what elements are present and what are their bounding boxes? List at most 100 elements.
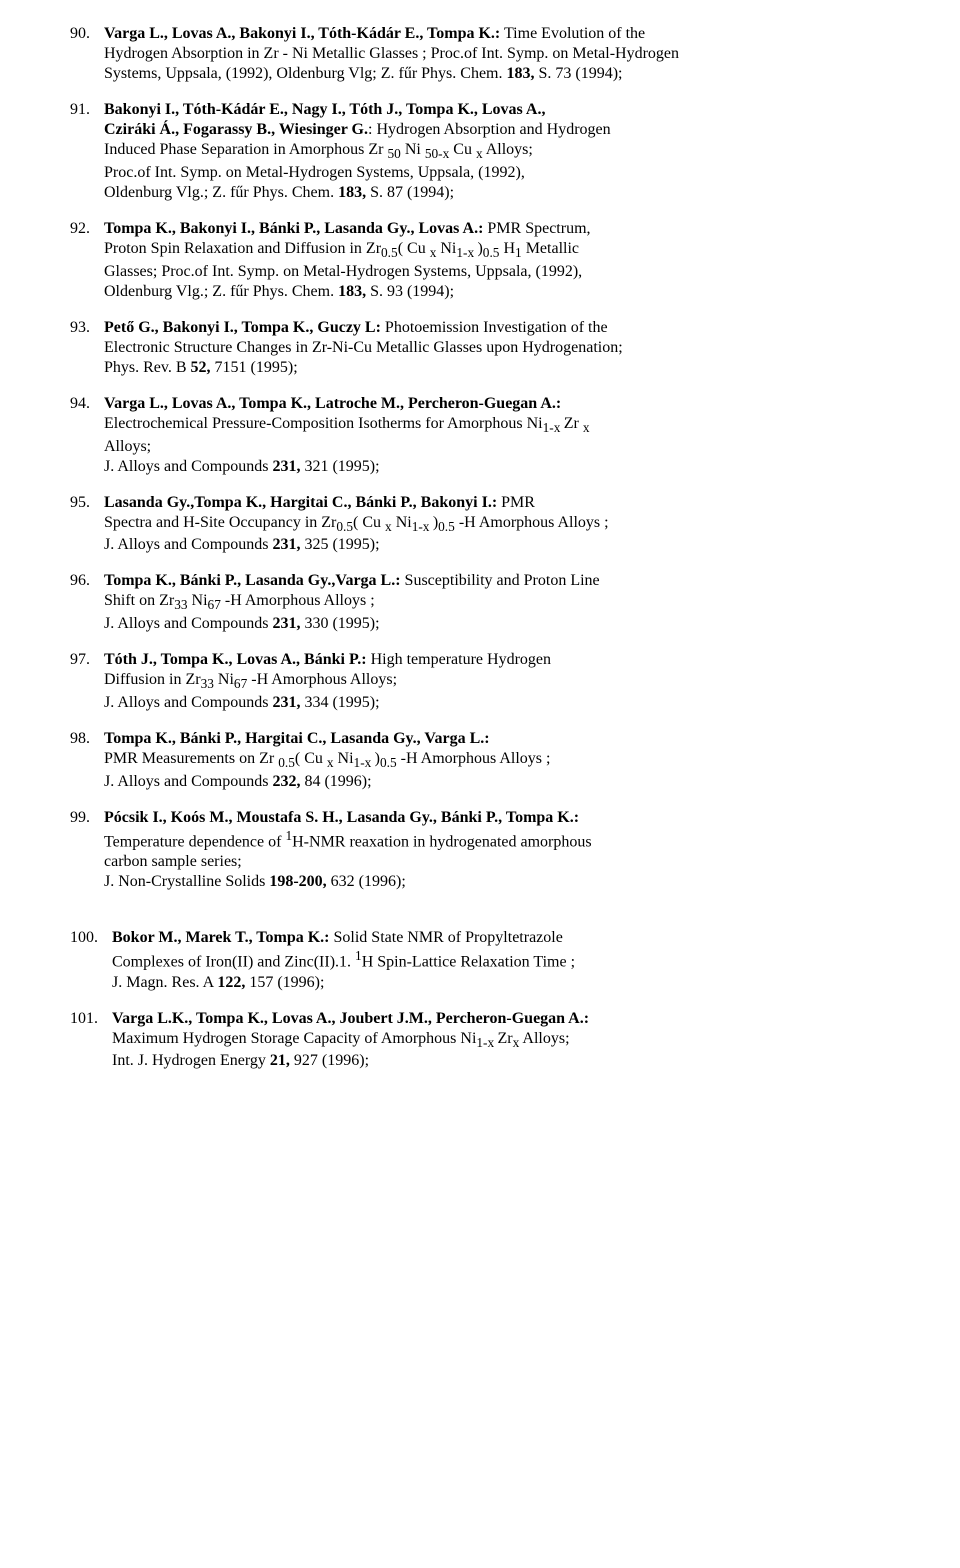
ref-text: J. Magn. Res. A: [112, 974, 217, 991]
subscript: x: [327, 755, 334, 770]
subscript: 0.5: [483, 245, 500, 260]
subscript: 1-x: [476, 1035, 497, 1050]
reference-entry: 98. Tompa K., Bánki P., Hargitai C., Las…: [70, 729, 890, 792]
ref-text: Zr: [498, 1030, 513, 1047]
subscript: 50-x: [425, 146, 449, 161]
reference-entry: 97. Tóth J., Tompa K., Lovas A., Bánki P…: [70, 650, 890, 713]
ref-authors: Varga L.K., Tompa K., Lovas A., Joubert …: [112, 1010, 589, 1027]
ref-authors: Tóth J., Tompa K., Lovas A., Bánki P.:: [104, 651, 367, 668]
ref-authors: Varga L., Lovas A., Tompa K., Latroche M…: [104, 395, 561, 412]
ref-text: -H Amorphous Alloys;: [247, 671, 397, 688]
ref-body: Pócsik I., Koós M., Moustafa S. H., Lasa…: [104, 808, 890, 892]
superscript: 1: [355, 948, 362, 963]
ref-text: carbon sample series;: [104, 853, 242, 870]
ref-text: Alloys;: [104, 438, 151, 455]
ref-body: Tompa K., Bakonyi I., Bánki P., Lasanda …: [104, 219, 890, 302]
ref-body: Varga L.K., Tompa K., Lovas A., Joubert …: [112, 1009, 890, 1072]
reference-entry: 100. Bokor M., Marek T., Tompa K.: Solid…: [70, 928, 890, 992]
subscript: x: [583, 420, 590, 435]
subscript: 1-x: [543, 420, 564, 435]
subscript: x: [385, 519, 392, 534]
ref-vol: 231,: [272, 536, 300, 553]
ref-text: Int. J. Hydrogen Energy: [112, 1052, 270, 1069]
ref-authors: Tompa K., Bánki P., Hargitai C., Lasanda…: [104, 730, 490, 747]
ref-vol: 198-200,: [269, 873, 326, 890]
ref-text: Ni: [214, 671, 234, 688]
subscript: 1: [515, 245, 522, 260]
ref-vol: 232,: [272, 773, 300, 790]
reference-entry: 90. Varga L., Lovas A., Bakonyi I., Tóth…: [70, 24, 890, 84]
reference-entry: 95. Lasanda Gy.,Tompa K., Hargitai C., B…: [70, 493, 890, 556]
subscript: 67: [234, 676, 247, 691]
subscript: 0.5: [336, 519, 353, 534]
ref-text: 7151 (1995);: [211, 359, 298, 376]
ref-body: Varga L., Lovas A., Tompa K., Latroche M…: [104, 394, 890, 477]
subscript: 33: [174, 598, 187, 613]
ref-text: H Spin-Lattice Relaxation Time ;: [362, 954, 575, 971]
ref-text: Alloys;: [483, 141, 533, 158]
ref-vol: 183,: [338, 283, 366, 300]
ref-vol: 52,: [191, 359, 211, 376]
ref-authors: Varga L., Lovas A., Bakonyi I., Tóth-Kád…: [104, 25, 500, 42]
ref-number: 93.: [70, 318, 104, 378]
ref-text: Ni: [188, 592, 208, 609]
reference-entry: 91. Bakonyi I., Tóth-Kádár E., Nagy I., …: [70, 100, 890, 203]
ref-text: J. Alloys and Compounds: [104, 458, 272, 475]
ref-text: Alloys;: [519, 1030, 569, 1047]
ref-text: Diffusion in Zr: [104, 671, 201, 688]
ref-authors: Pócsik I., Koós M., Moustafa S. H., Lasa…: [104, 809, 579, 826]
ref-text: Spectra and H-Site Occupancy in Zr: [104, 514, 336, 531]
ref-text: H-NMR reaxation in hydrogenated amorphou…: [292, 833, 591, 850]
ref-text: Shift on Zr: [104, 592, 174, 609]
ref-number: 95.: [70, 493, 104, 556]
ref-text: Metallic: [522, 240, 579, 257]
ref-number: 90.: [70, 24, 104, 84]
ref-text: Oldenburg Vlg.; Z. fűr Phys. Chem.: [104, 184, 338, 201]
ref-text: Proton Spin Relaxation and Diffusion in …: [104, 240, 381, 257]
ref-text: 325 (1995);: [300, 536, 379, 553]
ref-text: -H Amorphous Alloys ;: [455, 514, 609, 531]
ref-text: S. 93 (1994);: [366, 283, 454, 300]
subscript: 0.5: [380, 755, 397, 770]
ref-text: Ni: [436, 240, 456, 257]
ref-text: Temperature dependence of: [104, 833, 285, 850]
ref-vol: 183,: [507, 65, 535, 82]
subscript: 1-x: [456, 245, 477, 260]
ref-authors: Lasanda Gy.,Tompa K., Hargitai C., Bánki…: [104, 494, 497, 511]
ref-text: J. Alloys and Compounds: [104, 773, 272, 790]
ref-text: 321 (1995);: [300, 458, 379, 475]
ref-text: 330 (1995);: [300, 615, 379, 632]
ref-body: Tóth J., Tompa K., Lovas A., Bánki P.: H…: [104, 650, 890, 713]
ref-body: Pető G., Bakonyi I., Tompa K., Guczy L: …: [104, 318, 890, 378]
ref-text: 927 (1996);: [290, 1052, 369, 1069]
ref-number: 98.: [70, 729, 104, 792]
ref-text: Electrochemical Pressure-Composition Iso…: [104, 415, 543, 432]
ref-text: J. Alloys and Compounds: [104, 536, 272, 553]
ref-text: ( Cu: [398, 240, 430, 257]
ref-text: J. Non-Crystalline Solids: [104, 873, 269, 890]
ref-text: Susceptibility and Proton Line: [401, 572, 600, 589]
subscript: 0.5: [381, 245, 398, 260]
ref-vol: 21,: [270, 1052, 290, 1069]
ref-authors: Pető G., Bakonyi I., Tompa K., Guczy L:: [104, 319, 381, 336]
subscript: x: [476, 146, 483, 161]
ref-number: 96.: [70, 571, 104, 634]
subscript: 1-x: [354, 755, 375, 770]
reference-entry: 93. Pető G., Bakonyi I., Tompa K., Guczy…: [70, 318, 890, 378]
ref-text: Hydrogen Absorption in Zr - Ni Metallic …: [104, 45, 679, 62]
ref-text: -H Amorphous Alloys ;: [221, 592, 375, 609]
ref-number: 101.: [70, 1009, 112, 1072]
ref-text: PMR Spectrum,: [483, 220, 590, 237]
reference-entry: 92. Tompa K., Bakonyi I., Bánki P., Lasa…: [70, 219, 890, 302]
ref-text: Complexes of Iron(II) and Zinc(II).1.: [112, 954, 355, 971]
ref-body: Lasanda Gy.,Tompa K., Hargitai C., Bánki…: [104, 493, 890, 556]
ref-number: 97.: [70, 650, 104, 713]
ref-text: Oldenburg Vlg.; Z. fűr Phys. Chem.: [104, 283, 338, 300]
ref-body: Tompa K., Bánki P., Lasanda Gy.,Varga L.…: [104, 571, 890, 634]
subscript: 67: [208, 598, 221, 613]
ref-body: Bakonyi I., Tóth-Kádár E., Nagy I., Tóth…: [104, 100, 890, 203]
ref-body: Bokor M., Marek T., Tompa K.: Solid Stat…: [112, 928, 890, 992]
ref-text: Solid State NMR of Propyltetrazole: [330, 929, 563, 946]
ref-text: : Hydrogen Absorption and Hydrogen: [368, 121, 611, 138]
ref-vol: 183,: [338, 184, 366, 201]
